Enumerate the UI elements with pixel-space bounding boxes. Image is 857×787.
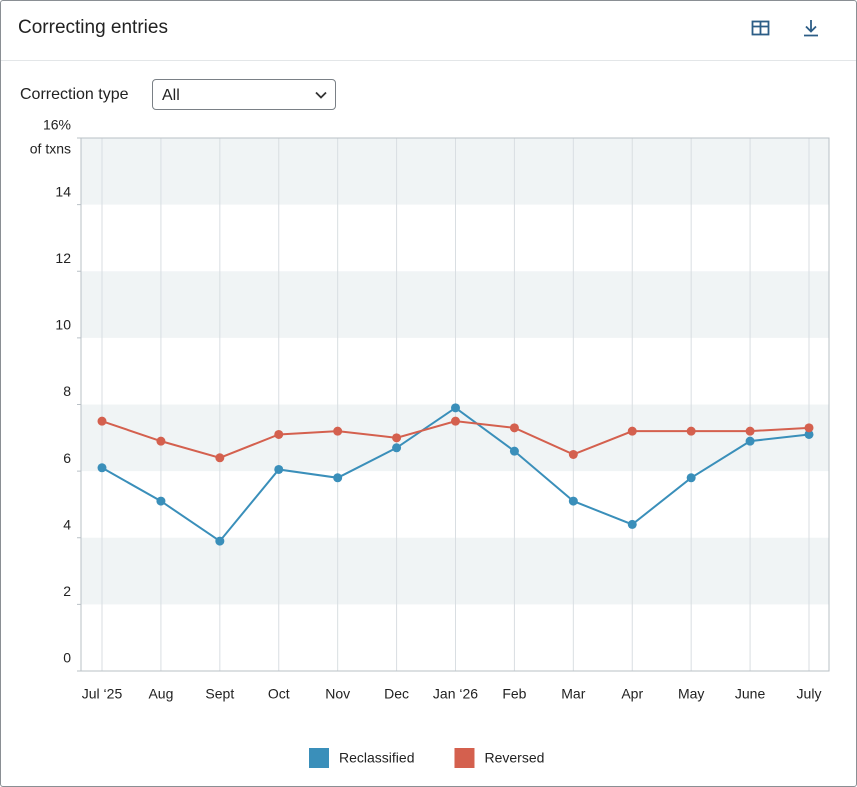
data-point (215, 536, 225, 546)
chevron (315, 91, 327, 99)
y-tick-label: 14 (55, 183, 71, 199)
data-point (509, 423, 519, 433)
x-tick-label: Jan ‘26 (433, 686, 478, 702)
y-tick-label: 6 (63, 450, 71, 466)
x-tick-label: Mar (561, 686, 585, 702)
data-point (97, 463, 107, 473)
y-tick-label: 0 (63, 650, 71, 666)
data-point (627, 426, 637, 436)
select-value: All (162, 87, 180, 104)
legend-swatch (454, 748, 475, 768)
x-tick-label: Sept (205, 686, 234, 702)
data-point (568, 449, 578, 459)
data-point (156, 496, 166, 506)
x-tick-label: Aug (148, 686, 173, 702)
data-point (568, 496, 578, 506)
y-axis-label: of txns (30, 141, 71, 157)
data-point (392, 443, 402, 453)
y-tick-label: 4 (63, 516, 71, 532)
y-tick-label: 10 (55, 317, 71, 333)
table-view-button[interactable] (751, 18, 771, 38)
y-tick-label: 8 (63, 383, 71, 399)
x-tick-label: May (678, 686, 704, 702)
panel-title: Correcting entries (18, 17, 168, 38)
y-tick-label: 12 (55, 250, 71, 266)
data-point (215, 453, 225, 463)
legend-label: Reclassified (339, 750, 414, 766)
x-tick-label: July (797, 686, 822, 702)
correction-type-select[interactable]: All (152, 79, 336, 110)
data-point (686, 426, 696, 436)
x-tick-label: Oct (268, 686, 290, 702)
data-point (274, 464, 284, 474)
filter-label: Correction type (20, 86, 129, 103)
data-point (333, 473, 343, 483)
data-point (274, 429, 284, 439)
x-tick-label: Dec (384, 686, 409, 702)
data-point (392, 433, 402, 443)
y-tick-label: 2 (63, 583, 71, 599)
x-tick-label: Nov (325, 686, 350, 702)
data-point (745, 426, 755, 436)
data-point (686, 473, 696, 483)
download-button[interactable] (801, 18, 821, 38)
divider (1, 60, 856, 61)
legend-swatch (309, 748, 329, 768)
legend-label: Reversed (484, 750, 544, 766)
x-tick-label: June (735, 686, 766, 702)
data-point (97, 416, 107, 426)
data-point (745, 436, 755, 446)
data-point (451, 416, 460, 426)
data-point (804, 429, 814, 439)
data-point (509, 446, 519, 456)
data-point (451, 403, 460, 413)
data-point (156, 436, 166, 446)
data-point (627, 519, 637, 529)
x-tick-label: Feb (502, 686, 526, 702)
x-tick-label: Jul ‘25 (82, 686, 123, 702)
data-point (804, 423, 814, 433)
x-tick-label: Apr (621, 686, 643, 702)
data-point (333, 426, 343, 436)
y-tick-label: 16% (43, 117, 71, 133)
